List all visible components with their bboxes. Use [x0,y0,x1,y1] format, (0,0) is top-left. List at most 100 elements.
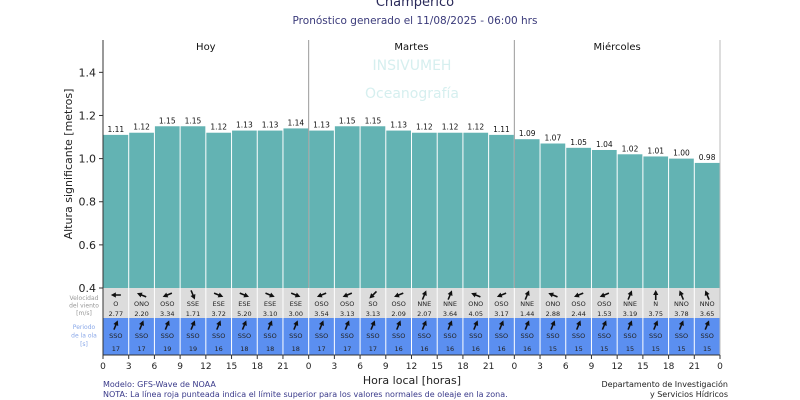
bar [437,132,463,288]
wave-direction: SSO [315,332,328,340]
wind-speed: 1.71 [186,310,200,318]
bar [360,126,386,289]
wind-speed: 3.19 [623,310,637,318]
bar-value-label: 1.15 [365,116,382,125]
wind-speed: 3.10 [263,310,277,318]
bar [566,147,591,288]
wind-direction: O [113,300,118,308]
wind-direction: NNE [520,300,534,308]
wave-period: 17 [137,345,145,353]
wind-speed: 5.20 [237,310,251,318]
wave-direction-arrow-icon [498,320,504,330]
bar [412,132,437,288]
y-tick-label: 0.8 [79,196,97,209]
footer-model: Modelo: GFS-Wave de NOAA [103,380,216,389]
chart-subtitle: Pronóstico generado el 11/08/2025 - 06:0… [293,15,538,27]
wind-direction: OSO [597,300,611,308]
x-tick-label: 12 [406,362,417,372]
wave-direction: SSO [546,332,559,340]
wind-direction: OSO [391,300,405,308]
bar [232,130,257,288]
x-tick-label: 0 [511,362,517,372]
wind-row-label: [m/s] [76,310,92,317]
wave-period: 15 [600,345,608,353]
bar [463,132,489,288]
wave-direction: SSO [598,332,611,340]
wind-direction-arrow-icon [627,290,633,300]
wind-speed: 3.34 [160,310,174,318]
wave-row-label: de la ola [71,333,97,340]
bar-value-label: 1.04 [596,140,613,149]
y-tick-label: 0.4 [79,282,97,295]
chart-title: Champerico [376,0,454,10]
wave-direction: SSO [186,332,199,340]
bar-value-label: 1.11 [493,125,510,134]
x-tick-label: 6 [357,362,363,372]
wind-direction: ESE [290,300,302,308]
wind-direction: OSO [160,300,174,308]
watermark-insivumeh: INSIVUMEH [373,58,452,74]
bar [489,134,514,288]
day-label-0: Hoy [196,42,216,53]
wind-direction: NNE [417,300,431,308]
wind-direction: ONO [545,300,560,308]
bar-value-label: 1.12 [467,123,484,132]
bar-value-label: 1.12 [416,123,433,132]
wave-period: 16 [420,345,428,353]
wave-period: 16 [395,345,403,353]
wind-direction-arrow-icon [573,292,584,298]
wave-direction: SSO [135,332,148,340]
bar [540,143,566,288]
bar-value-label: 1.12 [210,123,227,132]
x-tick-label: 3 [537,362,543,372]
wave-direction-arrow-icon [318,320,324,330]
watermark-oceanografia: Oceanografía [365,86,459,102]
x-tick-label: 9 [177,362,183,372]
wind-speed: 2.07 [417,310,431,318]
wind-speed: 3.75 [648,310,662,318]
wave-period: 16 [523,345,531,353]
wave-direction: SSO [263,332,276,340]
wave-period: 18 [292,345,300,353]
footer-dept-2: y Servicios Hídricos [650,390,728,399]
wave-direction-arrow-icon [447,320,453,330]
wave-direction-arrow-icon [627,320,633,330]
wind-speed: 1.44 [520,310,534,318]
wave-direction-arrow-icon [344,320,350,330]
bar [514,139,540,288]
wave-period: 18 [266,345,274,353]
wind-direction: NNO [700,300,715,308]
wave-direction: SSO [675,332,688,340]
wave-direction: SSO [623,332,636,340]
wind-speed: 2.09 [391,310,405,318]
wave-direction: SSO [572,332,585,340]
wave-direction-arrow-icon [293,320,299,330]
wave-direction-arrow-icon [678,320,684,330]
wind-direction: NNE [443,300,457,308]
wind-speed: 3.00 [289,310,303,318]
bar [309,130,334,288]
wave-direction-arrow-icon [370,320,376,330]
bar-value-label: 1.05 [570,138,587,147]
wind-row-label: del viento [69,303,99,310]
wind-direction: ESE [264,300,276,308]
wind-direction-arrow-icon [110,292,121,298]
bar [103,134,129,288]
wind-direction-arrow-icon [239,292,250,298]
wave-direction-arrow-icon [267,320,273,330]
x-tick-label: 12 [200,362,211,372]
wave-period: 15 [574,345,582,353]
bar-value-label: 1.12 [133,123,150,132]
wind-speed: 3.13 [340,310,354,318]
x-tick-label: 3 [126,362,132,372]
wave-direction-arrow-icon [704,320,710,330]
bar-value-label: 1.12 [442,123,459,132]
bar-value-label: 1.15 [185,116,202,125]
wave-direction: SSO [443,332,456,340]
x-tick-label: 9 [383,362,389,372]
wave-direction: SSO [495,332,508,340]
bar-value-label: 1.13 [313,121,330,130]
wind-direction-arrow-icon [265,292,275,298]
wave-direction-arrow-icon [216,320,222,330]
